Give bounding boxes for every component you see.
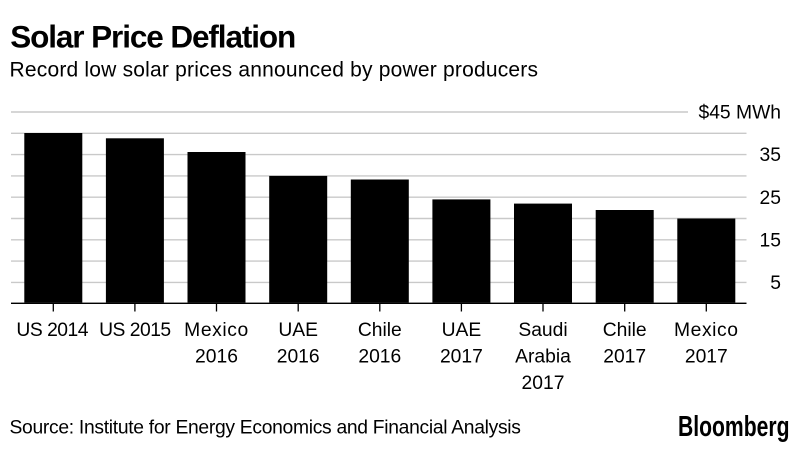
svg-text:$45 MWh: $45 MWh	[698, 103, 781, 124]
svg-text:Record low solar prices announ: Record low solar prices announced by pow…	[10, 59, 539, 82]
svg-text:Mexico: Mexico	[674, 320, 739, 341]
svg-text:5: 5	[770, 273, 781, 294]
svg-text:Chile: Chile	[603, 320, 647, 341]
svg-text:US 2015: US 2015	[99, 320, 171, 341]
svg-text:Mexico: Mexico	[184, 320, 249, 341]
svg-text:35: 35	[760, 145, 781, 166]
svg-text:Source: Institute for Energy E: Source: Institute for Energy Economics a…	[10, 418, 521, 439]
svg-text:25: 25	[760, 188, 781, 209]
svg-text:UAE: UAE	[442, 320, 482, 341]
svg-text:2016: 2016	[277, 346, 320, 367]
svg-text:Chile: Chile	[358, 320, 402, 341]
svg-text:2016: 2016	[358, 346, 401, 367]
svg-text:2016: 2016	[195, 346, 238, 367]
svg-text:2017: 2017	[603, 346, 646, 367]
svg-text:2017: 2017	[685, 346, 728, 367]
svg-text:Arabia: Arabia	[515, 346, 571, 367]
svg-text:2017: 2017	[440, 346, 483, 367]
svg-text:Bloomberg: Bloomberg	[678, 411, 790, 443]
svg-text:UAE: UAE	[278, 320, 318, 341]
svg-text:Solar Price Deflation: Solar Price Deflation	[10, 19, 295, 55]
svg-text:Saudi: Saudi	[518, 320, 567, 341]
svg-text:15: 15	[760, 231, 781, 252]
svg-text:US 2014: US 2014	[16, 320, 88, 341]
svg-text:2017: 2017	[522, 373, 565, 394]
